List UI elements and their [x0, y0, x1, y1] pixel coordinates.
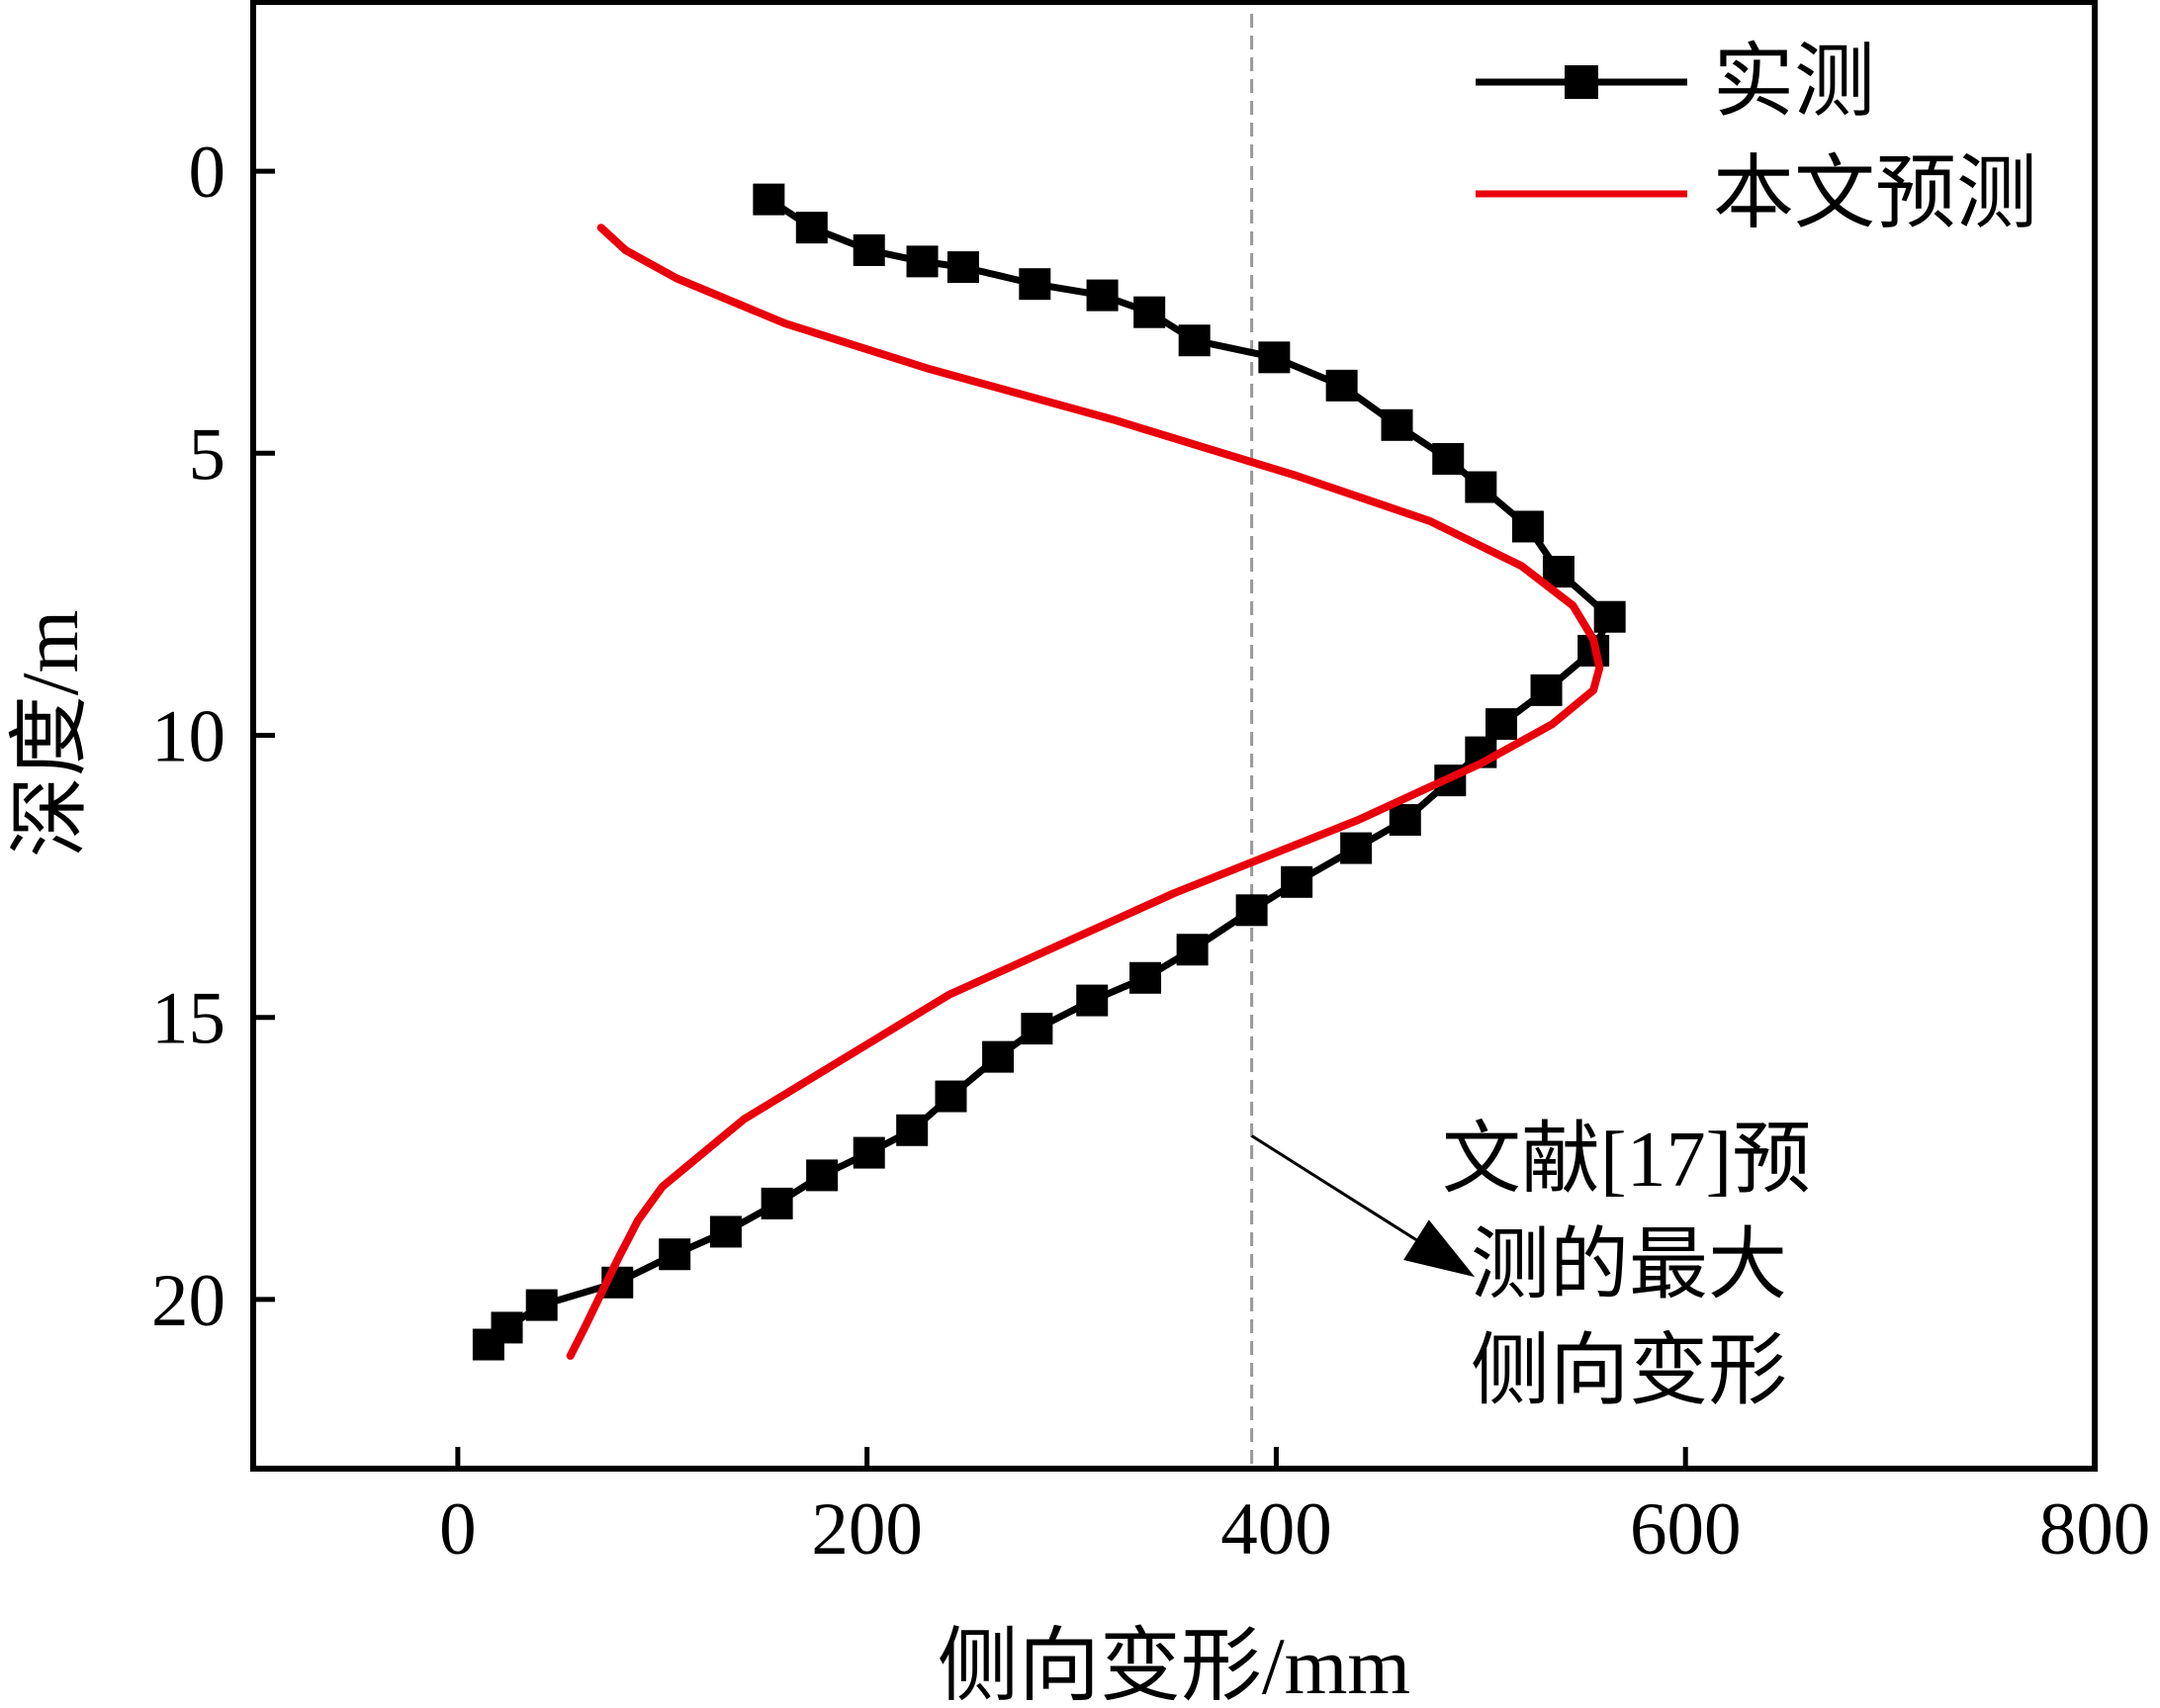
- point-measured-22: [1389, 804, 1421, 837]
- point-measured-29: [1021, 1013, 1053, 1045]
- point-measured-13: [1465, 471, 1497, 503]
- point-measured-31: [935, 1080, 967, 1113]
- legend-label-measured: 实测: [1713, 37, 1875, 127]
- point-measured-8: [1178, 324, 1211, 357]
- point-measured-7: [1133, 296, 1166, 328]
- point-measured-23: [1340, 832, 1373, 864]
- point-measured-33: [853, 1136, 885, 1169]
- series-line-predicted: [566, 224, 1604, 1360]
- point-measured-27: [1129, 961, 1162, 994]
- point-measured-37: [659, 1238, 691, 1271]
- point-measured-39: [525, 1289, 558, 1321]
- y-tick-label-4: 20: [151, 1260, 225, 1342]
- legend-marker-measured: [1565, 65, 1598, 99]
- point-measured-19: [1485, 708, 1518, 741]
- x-tick-label-2: 400: [1220, 1488, 1332, 1571]
- point-measured-2: [853, 233, 885, 266]
- point-measured-1: [795, 212, 828, 244]
- legend: 实测 本文预测: [1476, 37, 2037, 238]
- annotation-arrow-head: [1403, 1219, 1476, 1278]
- y-tick-label-1: 5: [189, 413, 226, 495]
- point-measured-28: [1076, 984, 1109, 1017]
- annotation: 文献[17]预 测的最大 侧向变形: [1250, 1117, 1811, 1415]
- x-tick-label-3: 600: [1630, 1488, 1742, 1571]
- y-tick-label-0: 0: [189, 132, 226, 214]
- x-axis-title: 侧向变形/mm: [938, 1621, 1410, 1708]
- point-measured-6: [1086, 279, 1119, 312]
- y-tick-label-3: 15: [151, 978, 225, 1060]
- x-tick-label-1: 200: [811, 1488, 923, 1571]
- point-measured-10: [1325, 369, 1358, 402]
- y-axis: 0 5 10 15 20: [151, 132, 275, 1342]
- point-measured-18: [1530, 674, 1563, 706]
- point-measured-26: [1176, 934, 1209, 966]
- point-measured-36: [709, 1215, 742, 1248]
- point-measured-4: [946, 251, 979, 284]
- point-measured-3: [906, 245, 939, 278]
- annotation-line-2: 测的最大: [1471, 1222, 1787, 1309]
- point-measured-5: [1019, 268, 1051, 301]
- y-axis-title: 深度/m: [5, 610, 95, 858]
- point-measured-9: [1258, 341, 1291, 374]
- point-measured-41: [472, 1328, 504, 1361]
- series-layer: [472, 183, 1626, 1361]
- x-tick-label-4: 800: [2039, 1488, 2151, 1571]
- point-measured-35: [761, 1187, 793, 1219]
- annotation-arrow-layer: [1250, 1134, 1476, 1278]
- point-measured-30: [982, 1040, 1015, 1073]
- annotation-arrow-shaft: [1250, 1134, 1417, 1241]
- annotation-line-1: 文献[17]预: [1442, 1117, 1811, 1204]
- point-measured-25: [1235, 894, 1268, 927]
- x-tick-label-0: 0: [439, 1488, 477, 1571]
- point-measured-12: [1432, 443, 1465, 476]
- point-measured-24: [1281, 865, 1313, 898]
- y-tick-label-2: 10: [151, 696, 225, 778]
- point-measured-14: [1511, 510, 1544, 543]
- point-measured-32: [896, 1114, 929, 1146]
- point-measured-11: [1381, 408, 1413, 441]
- point-measured-34: [806, 1159, 839, 1192]
- point-measured-16: [1593, 600, 1626, 633]
- point-measured-0: [753, 183, 785, 216]
- x-axis: 0 200 400 600 800: [439, 1447, 2150, 1571]
- annotation-line-3: 侧向变形: [1471, 1328, 1787, 1415]
- legend-label-predicted: 本文预测: [1713, 148, 2037, 238]
